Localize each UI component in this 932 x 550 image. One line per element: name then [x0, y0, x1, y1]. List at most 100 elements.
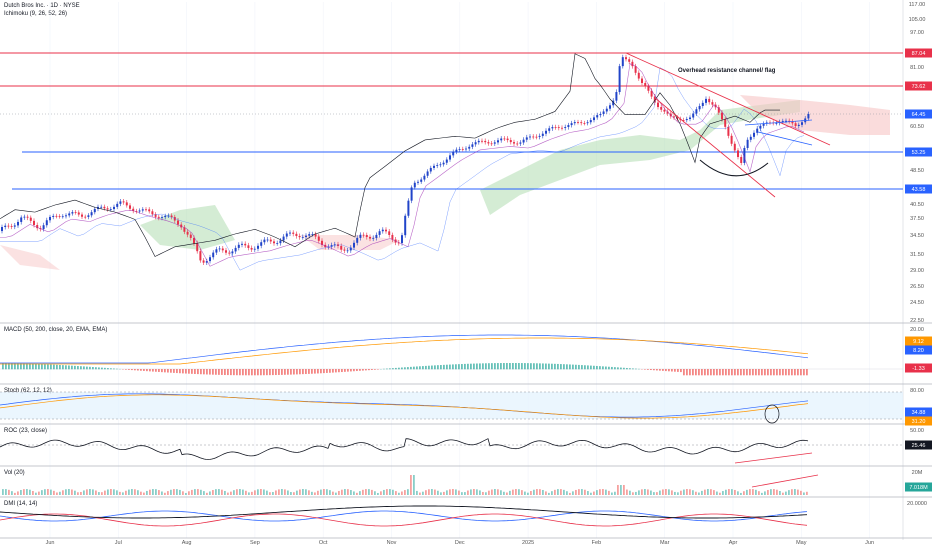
volume-bar — [452, 489, 454, 495]
candle-body — [513, 142, 515, 144]
volume-bar — [77, 492, 79, 495]
macd-histogram-bar — [767, 369, 769, 376]
macd-histogram-bar — [332, 369, 334, 373]
macd-histogram-bar — [446, 364, 448, 370]
volume-bar — [509, 490, 511, 495]
volume-bar — [461, 492, 463, 495]
volume-bar — [686, 489, 688, 495]
macd-histogram-bar — [563, 364, 565, 370]
volume-bar — [338, 490, 340, 495]
macd-histogram-bar — [281, 369, 283, 375]
macd-histogram-bar — [680, 369, 682, 373]
candle-body — [311, 234, 314, 235]
volume-bar — [386, 489, 388, 495]
macd-histogram-bar — [8, 363, 10, 370]
volume-bar — [494, 489, 496, 495]
volume-bar — [65, 489, 67, 495]
macd-histogram-bar — [749, 369, 751, 376]
macd-histogram-bar — [14, 363, 16, 370]
candle-body — [106, 208, 109, 210]
macd-histogram-bar — [53, 364, 55, 370]
volume-bar — [470, 489, 472, 495]
macd-histogram-bar — [71, 365, 73, 370]
volume-bar — [431, 489, 433, 495]
macd-histogram-bar — [320, 369, 322, 374]
panel-title: DMI (14, 14) — [4, 501, 37, 507]
volume-bar — [569, 492, 571, 495]
macd-histogram-bar — [41, 364, 43, 370]
volume-bar — [698, 492, 700, 495]
price-tag — [905, 81, 932, 91]
volume-bar — [299, 489, 301, 495]
x-tick-label: Sep — [250, 540, 260, 546]
volume-bar — [611, 492, 613, 495]
macd-histogram-bar — [560, 364, 562, 370]
candle-body — [602, 111, 605, 114]
macd-histogram-bar — [650, 369, 652, 371]
stoch-band — [0, 392, 903, 419]
candle-body — [305, 235, 307, 237]
macd-histogram-bar — [188, 369, 190, 374]
volume-bar — [791, 489, 793, 495]
macd-histogram-bar — [410, 366, 412, 370]
y-tick-label: 29.00 — [910, 268, 924, 274]
candle-body — [314, 234, 317, 237]
volume-bar — [689, 489, 691, 495]
volume-bar — [233, 490, 235, 495]
volume-bar — [464, 492, 466, 495]
candle-body — [781, 120, 784, 122]
macd-histogram-bar — [434, 365, 436, 370]
volume-bar — [740, 492, 742, 495]
candle-body — [228, 252, 231, 254]
volume-bar — [701, 490, 703, 495]
macd-histogram-bar — [353, 369, 355, 372]
candle-body — [708, 98, 711, 103]
volume-trend-arrow — [751, 474, 819, 488]
volume-bar — [389, 489, 391, 495]
macd-histogram-bar — [710, 369, 712, 376]
volume-bar — [365, 489, 367, 495]
volume-bar — [425, 490, 427, 495]
volume-bar — [713, 490, 715, 495]
price-tag-label: 64.45 — [912, 112, 926, 118]
volume-bar — [119, 491, 121, 495]
price-tag — [905, 48, 932, 58]
candle-body — [487, 142, 490, 144]
candle-body — [340, 245, 343, 250]
volume-bar — [185, 492, 187, 495]
macd-histogram-bar — [296, 369, 298, 375]
volume-bar — [314, 492, 316, 495]
volume-bar — [377, 492, 379, 495]
candle-body — [794, 123, 797, 126]
volume-bar — [728, 489, 730, 495]
volume-bar — [497, 489, 499, 495]
candle-body — [141, 209, 144, 211]
volume-bar — [296, 490, 298, 495]
candle-body — [586, 122, 589, 124]
channel-lower-line — [654, 97, 776, 198]
candle-body — [647, 86, 650, 91]
macd-histogram-bar — [179, 369, 181, 374]
volume-bar — [239, 489, 241, 495]
macd-histogram-bar — [539, 363, 541, 370]
volume-bar — [59, 491, 61, 495]
volume-bar — [422, 491, 424, 495]
macd-histogram-bar — [278, 369, 280, 375]
volume-bar — [455, 489, 457, 495]
macd-histogram-bar — [716, 369, 718, 376]
candle-body — [641, 78, 643, 84]
volume-bar — [95, 490, 97, 495]
candle-body — [609, 105, 611, 109]
candle-body — [196, 243, 199, 252]
macd-histogram-bar — [92, 367, 94, 370]
macd-histogram-bar — [395, 367, 397, 370]
ichimoku-cloud-red — [740, 95, 890, 135]
candle-body — [724, 119, 727, 127]
macd-histogram-bar — [335, 369, 337, 373]
volume-bar — [71, 489, 73, 495]
volume-bar — [62, 490, 64, 495]
stoch-d-line — [0, 394, 809, 419]
macd-histogram-bar — [143, 369, 145, 371]
volume-bar — [722, 491, 724, 495]
